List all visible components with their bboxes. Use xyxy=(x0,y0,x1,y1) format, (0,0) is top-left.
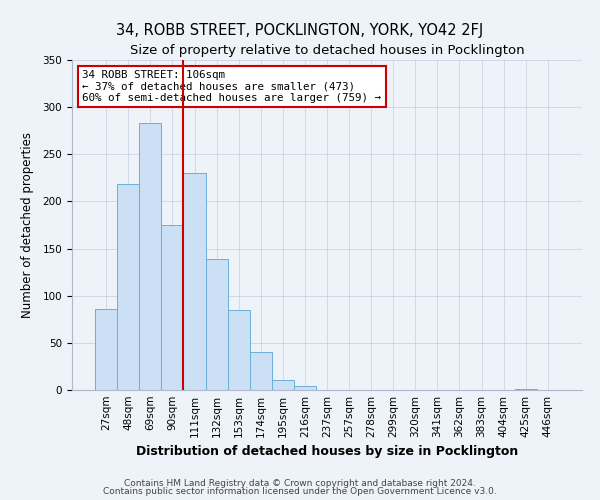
Bar xyxy=(95,309,117,390)
Bar xyxy=(294,386,316,390)
Text: 34 ROBB STREET: 106sqm
← 37% of detached houses are smaller (473)
60% of semi-de: 34 ROBB STREET: 106sqm ← 37% of detached… xyxy=(82,70,381,103)
Text: Contains public sector information licensed under the Open Government Licence v3: Contains public sector information licen… xyxy=(103,487,497,496)
Bar xyxy=(250,352,272,390)
Bar xyxy=(184,173,206,390)
Title: Size of property relative to detached houses in Pocklington: Size of property relative to detached ho… xyxy=(130,44,524,58)
Bar xyxy=(272,380,294,390)
Bar xyxy=(227,310,250,390)
Y-axis label: Number of detached properties: Number of detached properties xyxy=(21,132,34,318)
Bar xyxy=(117,184,139,390)
X-axis label: Distribution of detached houses by size in Pocklington: Distribution of detached houses by size … xyxy=(136,446,518,458)
Text: Contains HM Land Registry data © Crown copyright and database right 2024.: Contains HM Land Registry data © Crown c… xyxy=(124,478,476,488)
Bar xyxy=(161,225,184,390)
Text: 34, ROBB STREET, POCKLINGTON, YORK, YO42 2FJ: 34, ROBB STREET, POCKLINGTON, YORK, YO42… xyxy=(116,22,484,38)
Bar xyxy=(139,123,161,390)
Bar xyxy=(515,389,537,390)
Bar xyxy=(206,259,227,390)
